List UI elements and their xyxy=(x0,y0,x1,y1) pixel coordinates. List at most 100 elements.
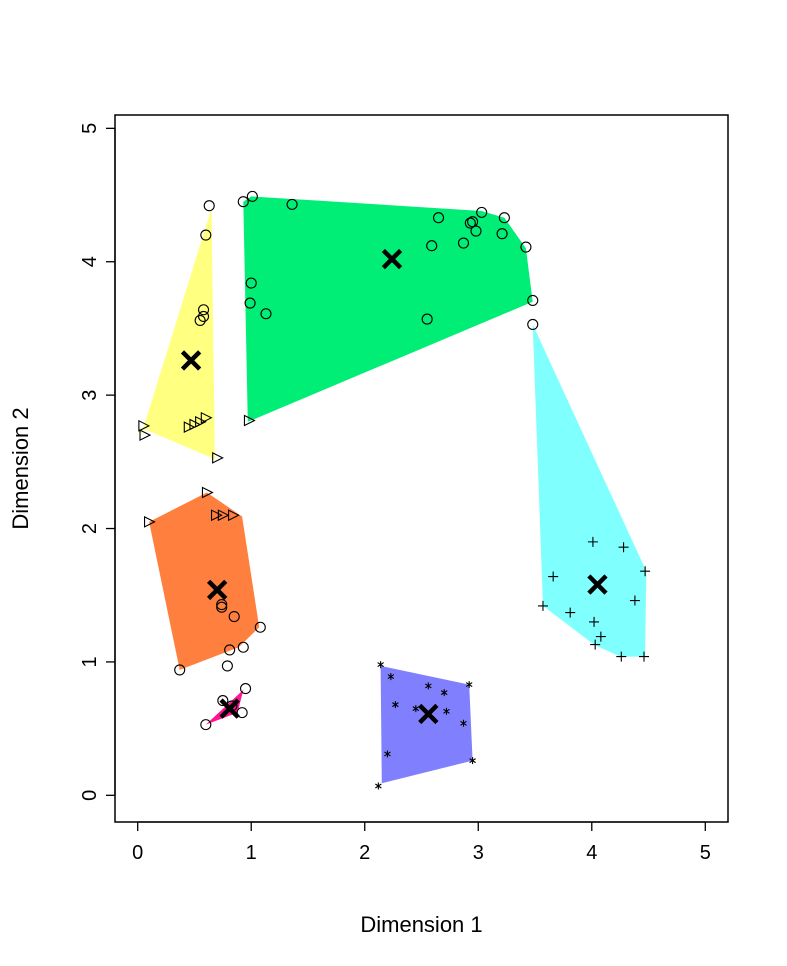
x-tick-label: 4 xyxy=(586,842,597,864)
y-tick-label: 1 xyxy=(79,656,101,667)
point-circle xyxy=(286,198,298,210)
point-plus xyxy=(589,616,600,627)
point-circle xyxy=(245,277,257,289)
x-tick-label: 2 xyxy=(359,842,370,864)
centroid-marker xyxy=(206,579,228,601)
point-star xyxy=(377,661,384,669)
point-triangle xyxy=(139,429,152,442)
point-star xyxy=(440,689,448,697)
centroid-marker xyxy=(587,574,608,595)
x-tick-label: 0 xyxy=(132,842,143,864)
point-star xyxy=(425,682,432,690)
point-plus xyxy=(587,536,598,547)
x-tick-label: 1 xyxy=(246,842,257,864)
point-circle xyxy=(200,719,212,731)
cluster-hull xyxy=(380,665,473,784)
cluster-hulls xyxy=(140,196,647,784)
y-tick-label: 3 xyxy=(79,390,101,401)
y-tick-label: 2 xyxy=(79,523,101,534)
point-triangle xyxy=(183,421,196,434)
point-triangle xyxy=(195,415,207,428)
point-star xyxy=(469,757,476,765)
point-circle xyxy=(194,314,206,326)
x-axis-label: Dimension 1 xyxy=(360,912,482,937)
cluster-hull xyxy=(532,324,647,657)
point-circle xyxy=(246,190,258,202)
point-circle xyxy=(426,240,438,252)
point-triangle xyxy=(144,515,156,528)
cluster-hull xyxy=(205,689,244,725)
point-star xyxy=(412,705,420,713)
centroid-marker xyxy=(219,698,240,719)
x-tick-label: 3 xyxy=(473,842,484,864)
point-triangle xyxy=(210,509,223,522)
y-tick-label: 0 xyxy=(79,790,101,801)
point-star xyxy=(443,707,450,715)
point-plus xyxy=(618,542,629,553)
x-axis: 0 1 2 3 4 5 xyxy=(132,821,711,864)
point-plus xyxy=(640,566,651,577)
point-circle xyxy=(228,611,240,623)
point-plus xyxy=(548,571,559,582)
point-triangle xyxy=(243,414,256,427)
point-plus xyxy=(565,607,576,618)
data-points xyxy=(138,190,651,790)
point-circle xyxy=(236,707,248,719)
point-circle xyxy=(432,212,445,224)
cluster-hull xyxy=(243,196,533,422)
point-circle xyxy=(496,228,508,240)
point-triangle xyxy=(200,411,213,424)
point-circle xyxy=(200,229,212,241)
point-circle xyxy=(239,683,252,695)
x-tick-label: 5 xyxy=(700,842,711,864)
point-circle xyxy=(197,310,210,322)
point-circle xyxy=(457,237,470,249)
y-tick-label: 5 xyxy=(79,123,101,134)
point-triangle xyxy=(201,486,214,499)
centroid-marker xyxy=(381,248,403,270)
point-plus xyxy=(595,631,606,642)
point-circle xyxy=(527,294,539,306)
point-triangle xyxy=(189,418,202,431)
point-circle xyxy=(527,318,539,330)
point-circle xyxy=(203,200,215,212)
point-circle xyxy=(464,217,476,229)
y-tick-label: 4 xyxy=(79,256,101,267)
point-star xyxy=(460,719,467,727)
point-circle xyxy=(217,695,229,707)
cluster-hull xyxy=(140,208,215,460)
point-circle xyxy=(174,664,186,676)
point-star xyxy=(465,681,473,689)
y-axis: 0 1 2 3 4 5 xyxy=(79,123,116,801)
point-star xyxy=(387,673,395,681)
point-plus xyxy=(616,651,627,662)
point-triangle xyxy=(138,419,151,432)
point-plus xyxy=(537,600,548,611)
cluster-centroids xyxy=(180,248,608,725)
point-circle xyxy=(260,308,272,320)
point-circle xyxy=(421,313,433,325)
point-circle xyxy=(476,206,488,218)
point-circle xyxy=(224,644,236,656)
point-star xyxy=(375,782,382,790)
point-circle xyxy=(498,212,510,224)
centroid-marker xyxy=(418,703,439,725)
point-plus xyxy=(590,639,601,650)
point-plus xyxy=(638,651,649,662)
cluster-hull xyxy=(149,492,260,670)
point-circle xyxy=(237,196,249,208)
point-circle xyxy=(520,241,532,253)
y-axis-label: Dimension 2 xyxy=(8,407,33,529)
point-circle xyxy=(470,225,482,237)
point-plus xyxy=(629,595,640,606)
point-star xyxy=(392,701,399,709)
point-circle xyxy=(254,621,266,633)
point-triangle xyxy=(228,509,240,522)
point-triangle xyxy=(212,451,224,464)
point-circle xyxy=(237,641,249,653)
point-circle xyxy=(216,601,228,613)
point-star xyxy=(384,750,391,758)
point-triangle xyxy=(217,509,230,522)
point-circle xyxy=(216,599,228,611)
